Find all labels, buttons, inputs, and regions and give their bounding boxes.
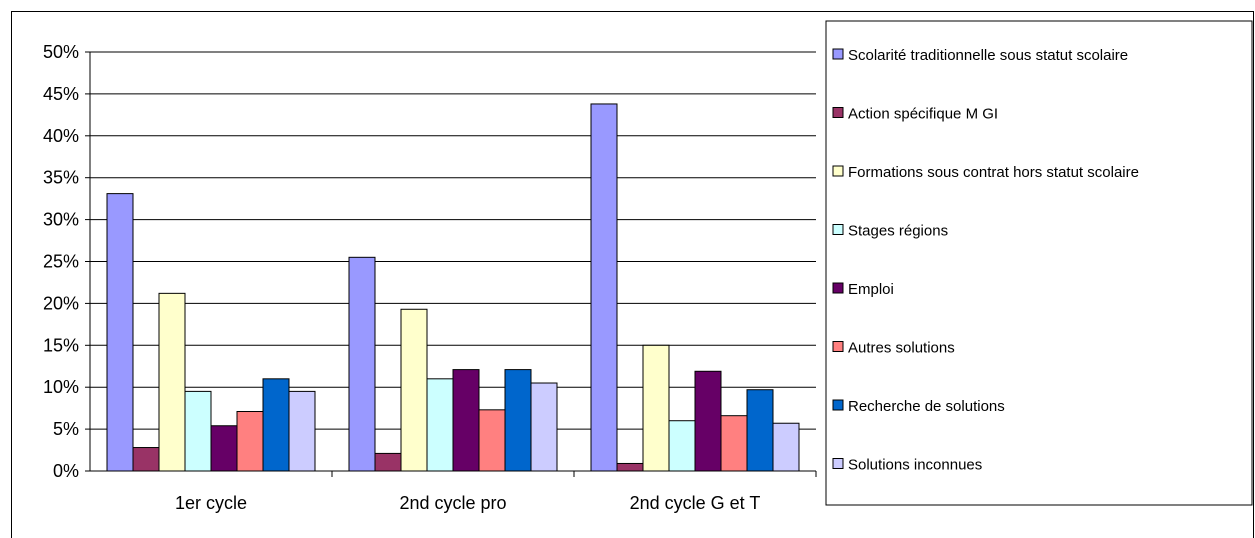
y-tick-label: 15% — [43, 335, 79, 355]
y-tick-label: 40% — [43, 126, 79, 146]
bar — [288, 390, 316, 472]
bar — [504, 369, 532, 472]
legend-box — [825, 20, 1253, 506]
y-tick-label: 25% — [43, 252, 79, 272]
bar — [530, 382, 558, 472]
bar — [132, 447, 160, 472]
bars — [106, 103, 800, 472]
bar — [210, 425, 238, 472]
legend-label: Scolarité traditionnelle sous statut sco… — [848, 47, 1128, 64]
y-tick-label: 35% — [43, 168, 79, 188]
legend-swatch — [832, 282, 844, 294]
y-tick-label: 45% — [43, 84, 79, 104]
legend-swatch — [832, 165, 844, 177]
bar — [374, 452, 402, 472]
bar — [642, 344, 670, 472]
bar — [158, 292, 186, 472]
bar — [262, 378, 290, 472]
legend-label: Formations sous contrat hors statut scol… — [848, 164, 1139, 181]
legend-label: Emploi — [848, 281, 894, 298]
y-tick-label: 5% — [53, 419, 79, 439]
bar — [426, 378, 454, 472]
bar — [236, 411, 264, 472]
legend-label: Stages régions — [848, 223, 948, 240]
bar — [720, 415, 748, 472]
legend-label: Recherche de solutions — [848, 398, 1005, 415]
legend: Scolarité traditionnelle sous statut sco… — [825, 20, 1253, 506]
bar — [772, 422, 800, 472]
bar — [106, 193, 134, 472]
legend-label: Action spécifique M GI — [848, 106, 998, 123]
bar — [184, 390, 212, 472]
bar — [694, 370, 722, 472]
legend-swatch — [832, 341, 844, 352]
axes: 0% 5% 10% 15% 20% 25% 30% 35% 40% 45% 50% 1er cycle… — [43, 42, 817, 513]
legend-swatch — [832, 458, 844, 469]
x-tick-label: 2nd cycle G et T — [630, 493, 761, 513]
legend-label: Solutions inconnues — [848, 457, 982, 474]
y-tick-label: 20% — [43, 293, 79, 313]
y-tick-label: 50% — [43, 42, 79, 62]
x-tick-label: 1er cycle — [175, 493, 247, 513]
y-tick-label: 0% — [53, 461, 79, 481]
bar — [400, 308, 428, 472]
bar — [452, 369, 480, 472]
bar — [668, 420, 696, 472]
y-tick-label: 30% — [43, 210, 79, 230]
bar — [478, 409, 506, 472]
legend-swatch — [832, 107, 844, 118]
legend-swatch — [832, 399, 844, 411]
legend-label: Autres solutions — [848, 340, 955, 357]
y-tick-label: 10% — [43, 377, 79, 397]
bar — [348, 256, 376, 472]
bar — [746, 389, 774, 472]
bar — [590, 103, 618, 472]
legend-swatch — [832, 48, 844, 60]
x-tick-label: 2nd cycle pro — [399, 493, 506, 513]
bar — [616, 462, 644, 472]
legend-swatch — [832, 224, 844, 235]
